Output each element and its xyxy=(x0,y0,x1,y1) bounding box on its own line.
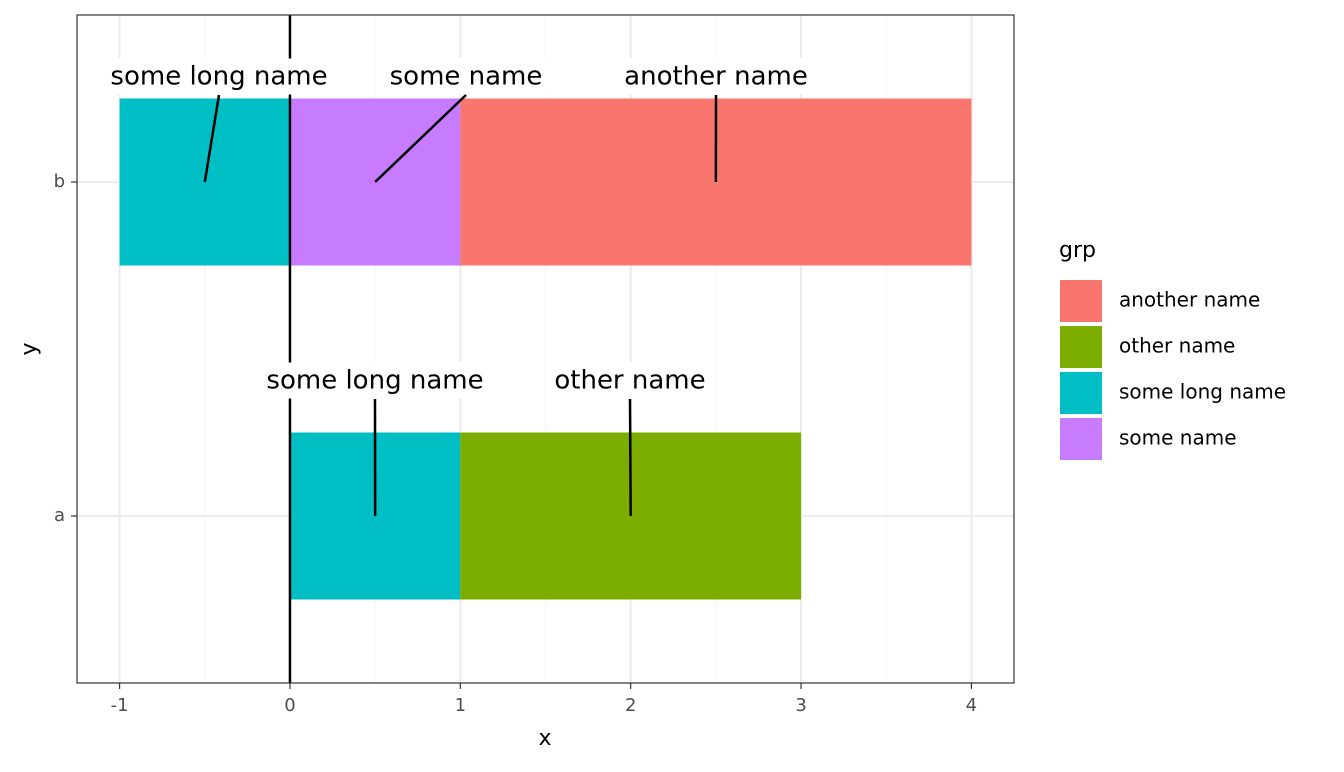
x-tick-label: 4 xyxy=(966,695,977,716)
legend-key xyxy=(1060,326,1102,368)
y-tick-label: a xyxy=(54,505,65,526)
x-tick-label: -1 xyxy=(111,695,129,716)
bar-label: another name xyxy=(624,62,808,92)
label-connector xyxy=(630,399,631,516)
x-tick-label: 2 xyxy=(625,695,636,716)
bar-label: other name xyxy=(554,366,705,396)
legend-key xyxy=(1060,280,1102,322)
x-tick-label: 3 xyxy=(795,695,806,716)
x-tick-label: 1 xyxy=(455,695,466,716)
legend-label: some long name xyxy=(1119,380,1286,404)
bar-label: some long name xyxy=(110,62,327,92)
x-axis-title: x xyxy=(538,726,551,751)
legend-label: other name xyxy=(1119,334,1235,358)
y-axis-title: y xyxy=(17,342,42,355)
legend-title: grp xyxy=(1059,238,1096,263)
bar-label: some name xyxy=(390,62,543,92)
bar-label: some long name xyxy=(266,366,483,396)
x-tick-label: 0 xyxy=(284,695,295,716)
legend-key xyxy=(1060,418,1102,460)
y-tick-label: b xyxy=(54,171,65,192)
legend-label: some name xyxy=(1119,426,1237,450)
legend-key xyxy=(1060,372,1102,414)
legend-label: another name xyxy=(1119,288,1260,312)
